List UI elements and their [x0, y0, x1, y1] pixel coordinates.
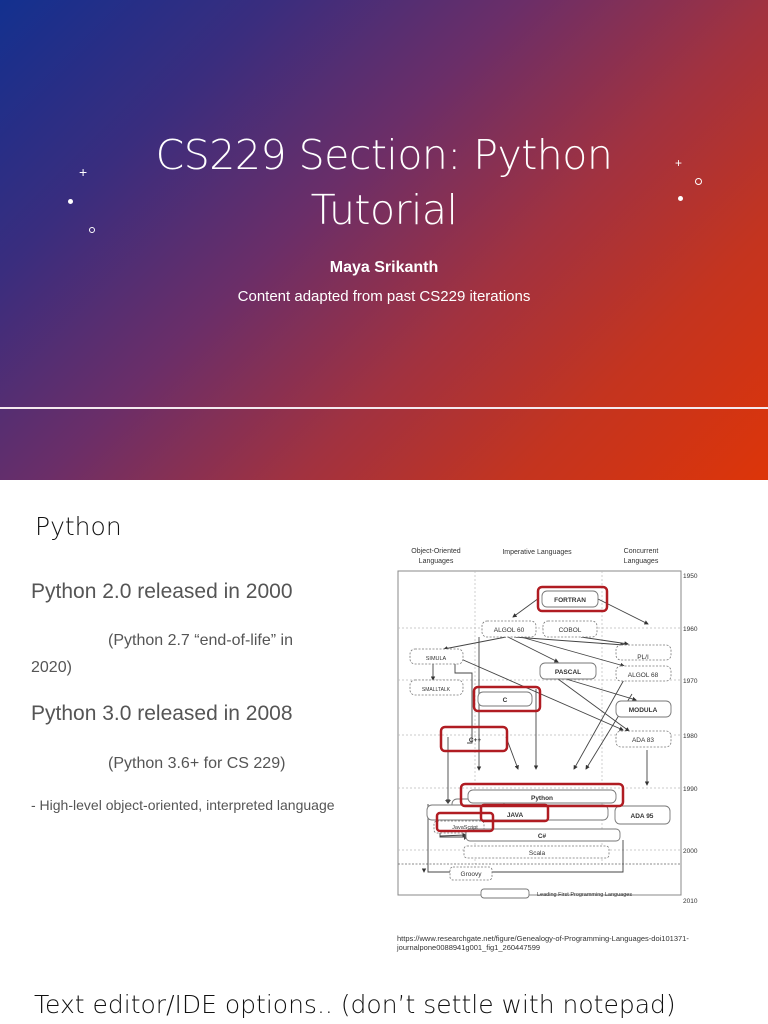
next-slide-heading: Text editor/IDE options.. (don’t settle … — [34, 990, 676, 1019]
svg-text:Concurrent: Concurrent — [624, 548, 659, 555]
divider-line — [0, 407, 768, 409]
author-name: Maya Srikanth — [329, 259, 439, 276]
plus-icon: + — [79, 164, 88, 180]
bullet-line: 2020) — [31, 659, 72, 676]
language-genealogy-figure: Object-Oriented Languages Imperative Lan… — [396, 544, 716, 920]
svg-text:JavaScript: JavaScript — [452, 825, 478, 831]
bullet-description: - High-level object-oriented, interprete… — [31, 797, 335, 813]
svg-text:ADA 95: ADA 95 — [631, 813, 654, 820]
svg-text:2000: 2000 — [683, 848, 698, 855]
bullet-python36: (Python 3.6+ for CS 229) — [108, 755, 286, 772]
slide-heading: Python — [35, 512, 122, 541]
svg-text:2010: 2010 — [683, 898, 698, 905]
svg-text:JAVA: JAVA — [507, 812, 524, 819]
svg-text:COBOL: COBOL — [559, 627, 582, 634]
dot-icon — [68, 199, 73, 204]
svg-text:Python: Python — [531, 795, 553, 802]
svg-text:Groovy: Groovy — [461, 871, 483, 878]
svg-text:Object-Oriented: Object-Oriented — [411, 548, 461, 555]
svg-text:Leading First Programming Lang: Leading First Programming Languages — [537, 892, 632, 898]
svg-text:ADA 83: ADA 83 — [632, 737, 654, 744]
svg-text:C: C — [503, 697, 508, 704]
title-slide: CS229 Section: Python Tutorial Maya Srik… — [0, 0, 768, 480]
svg-text:FORTRAN: FORTRAN — [554, 597, 586, 604]
svg-text:1980: 1980 — [683, 733, 698, 740]
svg-text:MODULA: MODULA — [629, 707, 658, 714]
svg-text:C#: C# — [538, 833, 547, 840]
svg-text:ALGOL 60: ALGOL 60 — [494, 627, 525, 634]
svg-text:PASCAL: PASCAL — [555, 669, 581, 676]
svg-text:1950: 1950 — [683, 573, 698, 580]
svg-text:Imperative Languages: Imperative Languages — [502, 549, 572, 556]
svg-text:1970: 1970 — [683, 678, 698, 685]
bullet-python27-eol: (Python 2.7 “end-of-life” in 2020) — [31, 627, 361, 681]
svg-text:SIMULA: SIMULA — [426, 656, 447, 662]
svg-text:ALGOL 68: ALGOL 68 — [628, 672, 659, 679]
svg-text:Languages: Languages — [419, 558, 454, 565]
svg-text:PL/I: PL/I — [637, 654, 649, 661]
slide-subtitle: Content adapted from past CS229 iteratio… — [237, 288, 531, 305]
bullet-line: (Python 2.7 “end-of-life” in — [108, 632, 293, 649]
svg-text:C++: C++ — [469, 737, 481, 744]
title-line-1: CS229 Section: Python — [155, 131, 613, 179]
figure-citation-link[interactable]: https://www.researchgate.net/figure/Gene… — [397, 934, 689, 952]
title-line-2: Tutorial — [310, 186, 458, 234]
svg-text:SMALLTALK: SMALLTALK — [422, 687, 451, 693]
python-slide: Python Python 2.0 released in 2000 (Pyth… — [0, 480, 768, 1024]
bullet-python3: Python 3.0 released in 2008 — [31, 702, 293, 725]
ring-icon — [695, 178, 702, 185]
svg-text:Scala: Scala — [529, 850, 546, 857]
dot-icon — [678, 196, 683, 201]
ring-icon — [89, 227, 95, 233]
svg-text:1960: 1960 — [683, 626, 698, 633]
slide-title: CS229 Section: Python Tutorial — [0, 128, 768, 238]
svg-text:Languages: Languages — [624, 558, 659, 565]
svg-text:1990: 1990 — [683, 786, 698, 793]
plus-icon: + — [675, 156, 683, 170]
bullet-python2: Python 2.0 released in 2000 — [31, 580, 293, 603]
